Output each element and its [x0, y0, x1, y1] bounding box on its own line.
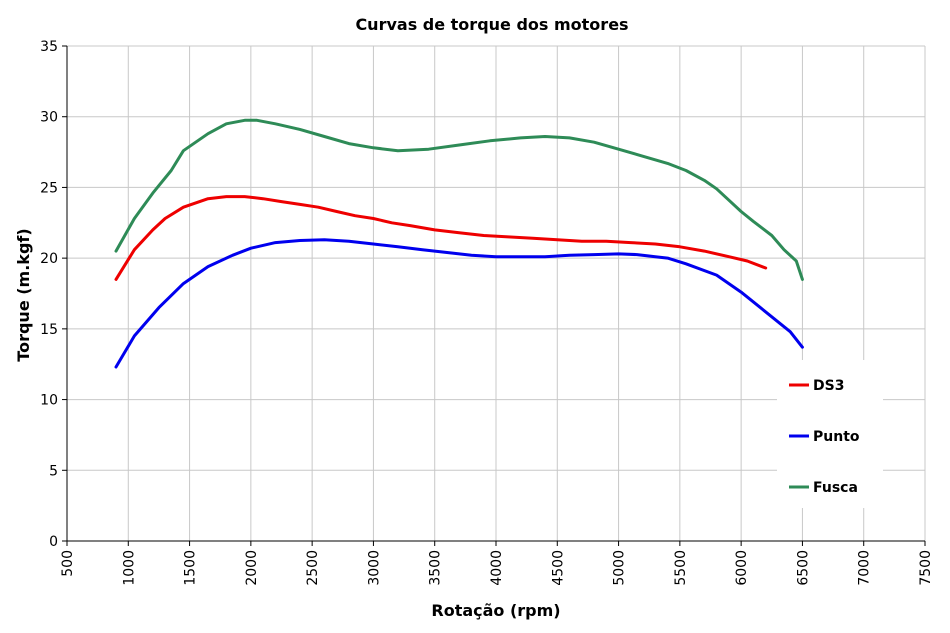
x-tick-label: 1500	[183, 550, 199, 586]
y-tick-labels: 0 5 10 15 20 25 30 35	[40, 39, 58, 550]
x-tick-label: 6000	[734, 550, 750, 586]
series-line-fusca	[114, 118, 804, 281]
chart-title: Curvas de torque dos motores	[355, 15, 628, 34]
x-tick-label: 2500	[305, 550, 321, 586]
y-tick-label: 35	[40, 39, 58, 55]
x-tick-label: 6500	[795, 550, 811, 586]
x-tick-label: 7500	[918, 550, 934, 586]
x-tick-label: 4500	[550, 550, 566, 586]
x-tick-label: 4000	[489, 550, 505, 586]
y-tick-label: 5	[49, 463, 58, 479]
x-tick-label: 3500	[428, 550, 444, 586]
x-tick-label: 500	[60, 550, 76, 577]
series-lines	[114, 118, 804, 369]
legend-label-fusca: Fusca	[813, 480, 858, 496]
x-tick-label: 7000	[857, 550, 873, 586]
y-tick-label: 0	[49, 534, 58, 550]
x-tick-label: 5500	[673, 550, 689, 586]
x-axis-title: Rotação (rpm)	[431, 601, 560, 620]
y-tick-label: 10	[40, 393, 58, 409]
y-tick-label: 20	[40, 251, 58, 267]
x-tick-label: 5000	[612, 550, 628, 586]
legend-label-punto: Punto	[813, 429, 860, 445]
x-tick-label: 3000	[366, 550, 382, 586]
legend-label-ds3: DS3	[813, 378, 844, 394]
x-tick-label: 1000	[121, 550, 137, 586]
legend: DS3 Punto Fusca	[777, 360, 883, 508]
y-axis-title: Torque (m.kgf)	[14, 228, 33, 361]
series-line-punto	[114, 238, 804, 369]
x-tick-label: 2000	[244, 550, 260, 586]
y-tick-label: 25	[40, 180, 58, 196]
x-tick-labels: 500 1000 1500 2000 2500 3000 3500 4000 4500 5000 5…	[60, 550, 934, 586]
y-tick-label: 30	[40, 110, 58, 126]
y-tick-label: 15	[40, 322, 58, 338]
series-line-ds3	[114, 195, 768, 281]
axes	[62, 45, 926, 546]
